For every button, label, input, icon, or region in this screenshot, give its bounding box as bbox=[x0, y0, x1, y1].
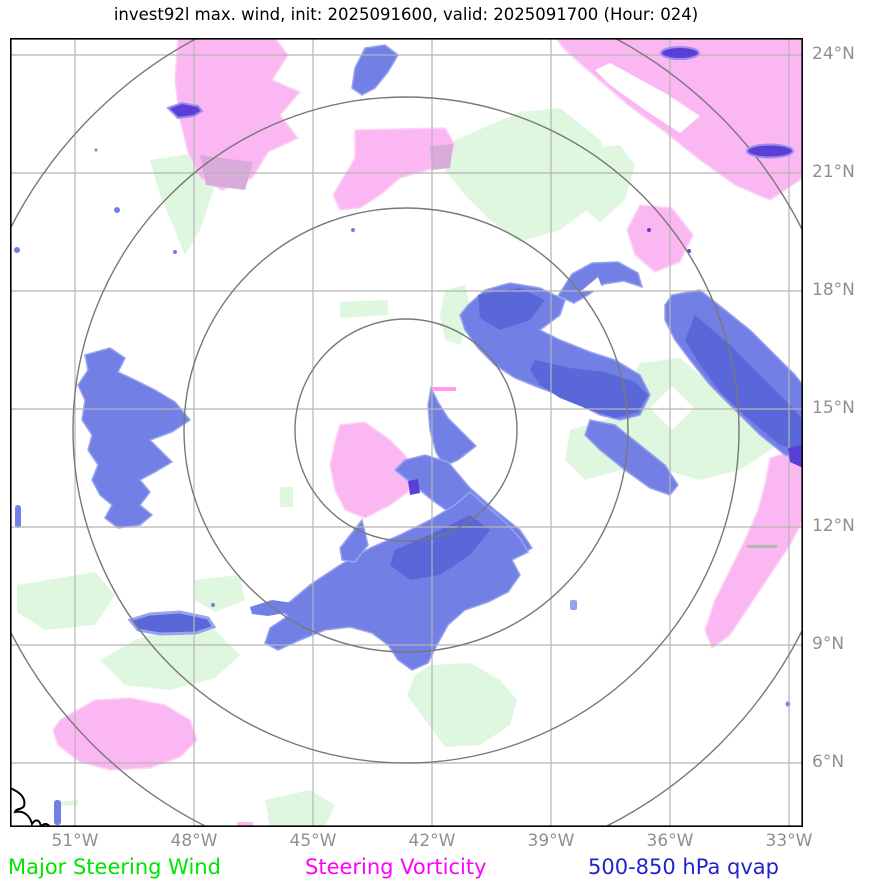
lon-tick-label: 33°W bbox=[765, 831, 813, 851]
lat-tick-label: 9°N bbox=[812, 634, 845, 654]
qvap-region bbox=[54, 800, 61, 825]
range-ring bbox=[72, 96, 740, 764]
map-plot-area bbox=[10, 38, 803, 827]
qvap-core-region bbox=[478, 288, 545, 330]
steering-wind-region bbox=[265, 790, 335, 827]
qvap-dot bbox=[647, 228, 651, 232]
qvap-region bbox=[250, 600, 293, 616]
qvap-region bbox=[339, 518, 369, 563]
qvap-region bbox=[264, 491, 530, 671]
qvap-core-region bbox=[530, 360, 648, 418]
vorticity-dash bbox=[432, 387, 456, 391]
qvap-dense-blob bbox=[408, 479, 420, 495]
range-ring bbox=[183, 207, 629, 653]
qvap-dot bbox=[211, 603, 215, 607]
vorticity-region bbox=[329, 421, 416, 519]
lon-tick-label: 45°W bbox=[289, 831, 337, 851]
steering-wind-region bbox=[100, 628, 240, 690]
qvap-hole bbox=[580, 277, 603, 292]
steering-wind-hole bbox=[650, 386, 694, 430]
lat-tick-label: 6°N bbox=[812, 752, 845, 772]
lon-tick-label: 42°W bbox=[408, 831, 456, 851]
qvap-region bbox=[351, 44, 399, 96]
vorticity-hole bbox=[595, 63, 700, 133]
steering-wind-region bbox=[58, 800, 78, 806]
map-svg bbox=[10, 38, 803, 827]
qvap-dense-blob bbox=[788, 445, 803, 468]
steering-wind-region bbox=[407, 663, 517, 747]
steering-wind-region bbox=[340, 300, 388, 318]
steering-wind-region bbox=[440, 285, 472, 345]
lon-tick-label: 48°W bbox=[170, 831, 218, 851]
legend-steering-wind: Major Steering Wind bbox=[8, 855, 221, 879]
qvap-region bbox=[570, 600, 577, 610]
qvap-dense-blob bbox=[166, 101, 204, 120]
qvap-core-region bbox=[685, 315, 803, 450]
qvap-dot bbox=[14, 247, 20, 253]
vorticity-region bbox=[626, 204, 694, 273]
qvap-region bbox=[427, 385, 478, 467]
steering-wind-region bbox=[17, 572, 115, 630]
vorticity-region bbox=[52, 697, 198, 771]
qvap-dot bbox=[351, 228, 355, 232]
vorticity-overlap bbox=[430, 144, 453, 170]
lat-tick-label: 12°N bbox=[812, 516, 855, 536]
lat-tick-label: 24°N bbox=[812, 44, 855, 64]
page-title: invest92l max. wind, init: 2025091600, v… bbox=[113, 5, 699, 24]
qvap-region bbox=[15, 505, 21, 528]
qvap-dot bbox=[94, 148, 98, 152]
qvap-dense-blob bbox=[660, 46, 700, 60]
plot-border bbox=[10, 38, 803, 827]
lat-tick-label: 18°N bbox=[812, 280, 855, 300]
lon-tick-label: 51°W bbox=[51, 831, 99, 851]
qvap-dot bbox=[114, 207, 120, 213]
lon-tick-label: 36°W bbox=[646, 831, 694, 851]
legend-qvap: 500-850 hPa qvap bbox=[588, 855, 779, 879]
steering-wind-region bbox=[570, 145, 635, 222]
qvap-core-region bbox=[390, 515, 490, 580]
steering-wind-region bbox=[195, 575, 245, 612]
qvap-dense-blob bbox=[746, 143, 794, 159]
vorticity-region bbox=[332, 127, 456, 211]
lat-tick-label: 15°N bbox=[812, 398, 855, 418]
lat-tick-label: 21°N bbox=[812, 162, 855, 182]
qvap-core-region bbox=[127, 610, 217, 636]
vorticity-region bbox=[174, 38, 302, 191]
qvap-region bbox=[77, 347, 192, 529]
lon-tick-label: 39°W bbox=[527, 831, 575, 851]
legend-steering-vorticity: Steering Vorticity bbox=[305, 855, 487, 879]
range-ring bbox=[294, 318, 518, 542]
coastline bbox=[10, 787, 51, 827]
gray-dash bbox=[747, 545, 777, 548]
vorticity-region bbox=[704, 451, 803, 650]
steering-wind-region bbox=[280, 487, 293, 507]
steering-wind-region bbox=[445, 108, 612, 242]
qvap-dot bbox=[785, 701, 791, 707]
qvap-dot bbox=[173, 250, 177, 254]
